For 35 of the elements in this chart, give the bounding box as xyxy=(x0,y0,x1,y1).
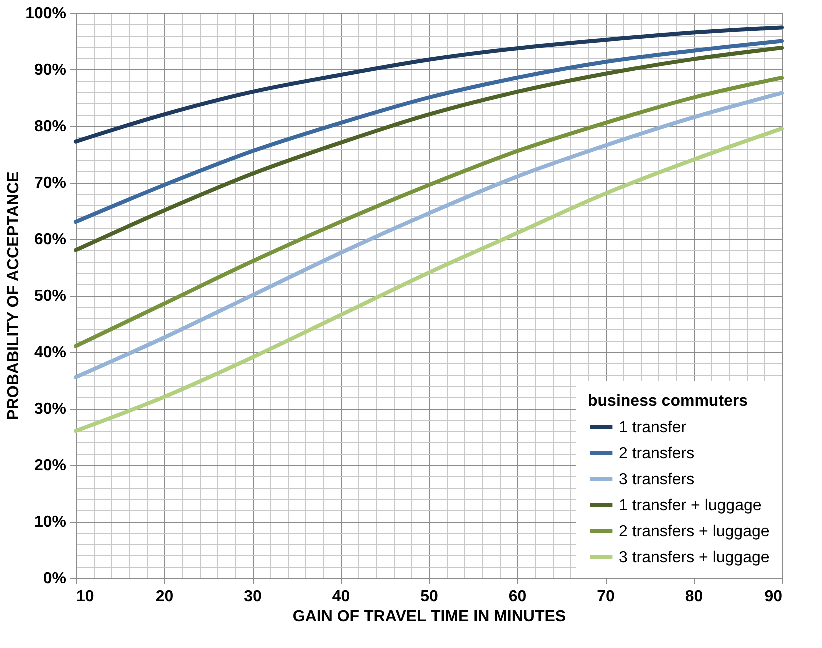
x-tick-label: 20 xyxy=(156,588,174,606)
line-series xyxy=(74,76,784,348)
x-tick-label: 80 xyxy=(685,588,704,606)
y-tick-label: 40% xyxy=(34,344,66,362)
line-series xyxy=(74,39,784,224)
y-axis-title: PROBABILITY OF ACCEPTANCE xyxy=(6,171,23,420)
y-tick-label: 30% xyxy=(34,401,66,418)
legend-label: 1 transfer xyxy=(619,420,688,436)
line-series xyxy=(74,46,784,252)
legend-label: 2 transfers xyxy=(619,446,695,462)
x-axis-title: GAIN OF TRAVEL TIME IN MINUTES xyxy=(292,608,566,626)
x-tick-label: 90 xyxy=(764,588,783,606)
y-tick-label: 20% xyxy=(34,458,66,474)
y-tick-label: 50% xyxy=(34,288,66,305)
y-tick-label: 80% xyxy=(34,118,66,136)
x-tick-label: 30 xyxy=(244,588,262,606)
x-tick-label: 40 xyxy=(332,588,350,606)
line-series xyxy=(74,126,784,434)
line-series xyxy=(74,26,784,144)
legend-label: 3 transfers + luggage xyxy=(619,550,770,566)
legend-title: business commuters xyxy=(588,393,748,410)
y-tick-label: 10% xyxy=(34,514,66,531)
x-tick-label: 60 xyxy=(508,588,527,606)
y-tick-label: 0% xyxy=(43,570,66,588)
legend-label: 1 transfer + luggage xyxy=(619,498,762,514)
y-tick-label: 100% xyxy=(26,6,66,22)
x-tick-label: 50 xyxy=(420,588,438,606)
line-series xyxy=(74,91,784,380)
x-tick-label: 10 xyxy=(76,588,94,606)
legend-label: 3 transfers xyxy=(619,472,695,488)
y-tick-label: 90% xyxy=(34,62,66,79)
legend-label: 2 transfers + luggage xyxy=(619,524,770,540)
x-tick-label: 70 xyxy=(597,588,615,606)
y-tick-label: 70% xyxy=(34,175,66,192)
y-tick-label: 60% xyxy=(34,232,66,248)
